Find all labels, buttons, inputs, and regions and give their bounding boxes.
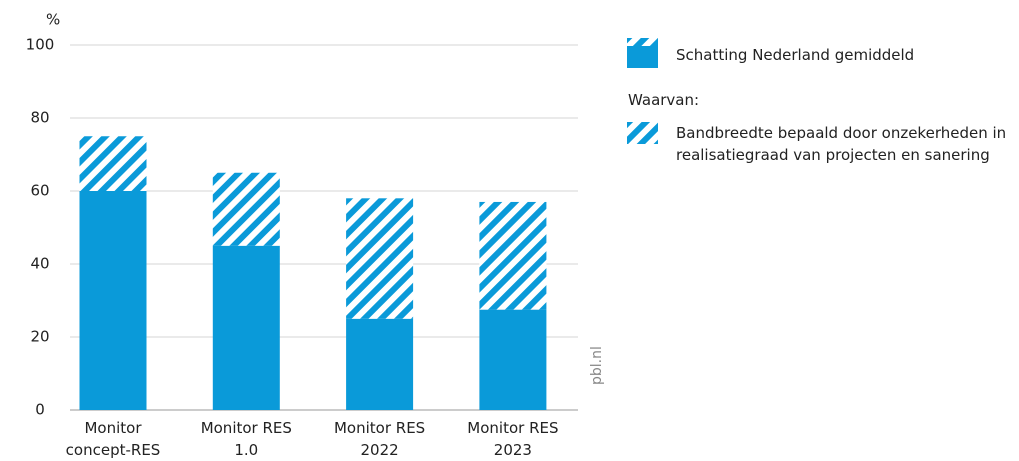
bar-segment	[79, 191, 147, 410]
legend-swatch	[627, 38, 658, 46]
x-tick-label: Monitor RES 2023	[467, 419, 559, 459]
bar-segment	[212, 172, 280, 246]
y-tick-label: 80	[30, 109, 49, 127]
y-axis-label: %	[46, 11, 60, 29]
legend-swatch	[627, 122, 658, 144]
y-tick-label: 60	[30, 182, 49, 200]
source: pbl.nl	[589, 346, 605, 385]
legend-subtitle: Waarvan:	[628, 91, 700, 109]
legend-label: Bandbreedte bepaald door onzekerheden in…	[676, 124, 1007, 164]
y-tick-label: 0	[35, 401, 45, 419]
bar-segment	[479, 309, 547, 410]
x-tick-label: Monitor concept-RES	[65, 419, 161, 459]
bar-segment	[212, 245, 280, 410]
x-tick-label: Monitor RES 1.0	[200, 419, 292, 459]
bar-segment	[479, 201, 547, 310]
y-tick-label: 40	[30, 255, 49, 273]
legend-label: Schatting Nederland gemiddeld	[676, 46, 915, 64]
bar-segment	[346, 318, 414, 410]
bar-segment	[79, 136, 147, 191]
y-tick-label: 20	[30, 328, 49, 346]
y-tick-label: 100	[26, 36, 55, 54]
x-tick-label: Monitor RES 2022	[333, 419, 426, 459]
bar-segment	[346, 198, 414, 319]
